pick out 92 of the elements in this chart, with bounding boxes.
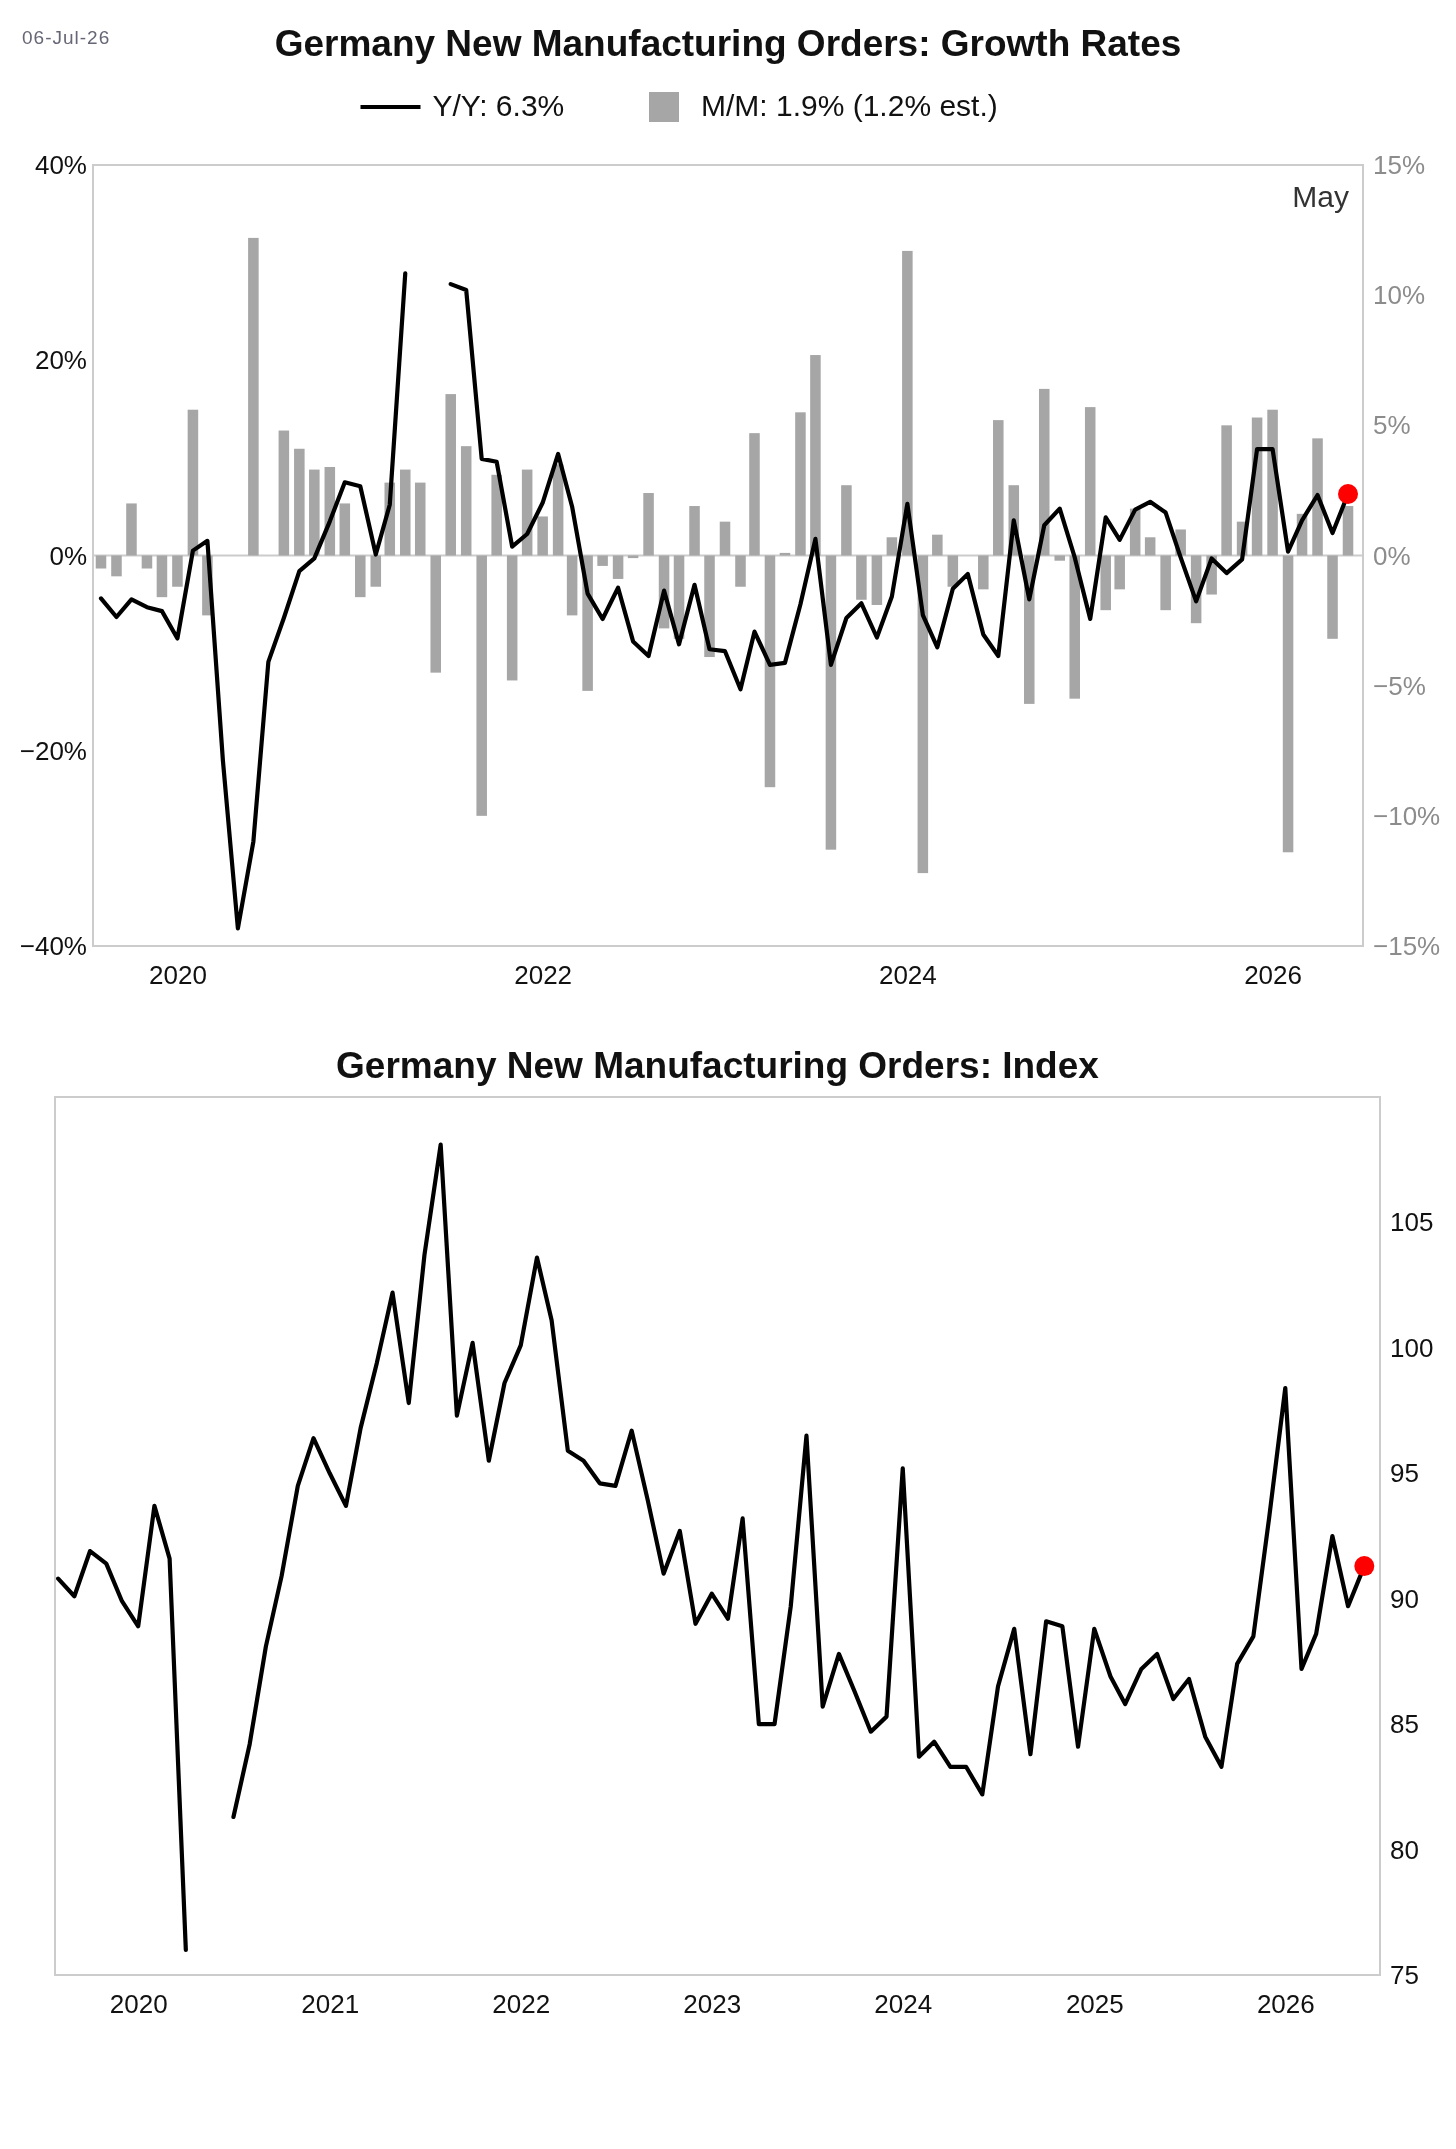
x-tick-label: 2022 [514, 960, 573, 990]
y-tick-label: 0% [49, 540, 87, 571]
x-tick-label: 2024 [874, 1989, 933, 2019]
bar [460, 446, 472, 556]
y2-tick-label: 100 [1390, 1332, 1434, 1363]
bar [886, 537, 898, 556]
bar [735, 555, 746, 587]
bar [993, 420, 1004, 556]
y-tick-label: 20% [34, 345, 87, 376]
x-tick-label: 2023 [683, 1989, 742, 2019]
legend-label: Y/Y: 6.3% [432, 89, 565, 122]
y2-tick-label: −15% [1373, 931, 1441, 961]
chart-title: Germany New Manufacturing Orders: Index [336, 1045, 1100, 1086]
x-tick-label: 2020 [149, 960, 207, 990]
bar [932, 534, 943, 556]
x-tick-label: 2025 [1065, 1989, 1124, 2019]
bar [1114, 555, 1125, 590]
y2-tick-label: 85 [1390, 1709, 1419, 1740]
x-tick-label: 2026 [1256, 1989, 1315, 2019]
y-tick-label: −40% [19, 931, 87, 961]
chart-title: Germany New Manufacturing Orders: Growth Rates [274, 23, 1182, 64]
bar [1054, 555, 1065, 561]
bar [399, 469, 411, 556]
bar [445, 394, 456, 556]
bar [810, 355, 821, 556]
bar [978, 555, 989, 590]
bar [506, 555, 518, 681]
bar [187, 409, 199, 556]
y2-tick-label: 0% [1373, 540, 1411, 571]
bar [95, 555, 107, 569]
bar [172, 555, 183, 587]
y2-tick-label: 95 [1390, 1458, 1419, 1489]
bar [1312, 438, 1323, 556]
bar [566, 555, 578, 616]
bar [476, 555, 487, 816]
x-tick-label: 2022 [492, 1989, 551, 2019]
bar [1342, 506, 1354, 556]
bar [795, 412, 806, 556]
bar [749, 433, 760, 556]
bar [248, 237, 259, 556]
y2-tick-label: 5% [1373, 410, 1411, 441]
bar [278, 430, 290, 556]
bar [537, 516, 548, 556]
y2-tick-label: 90 [1390, 1583, 1419, 1614]
bar [1282, 555, 1294, 853]
bar [355, 555, 366, 598]
bar [1160, 555, 1171, 611]
bar [871, 555, 883, 605]
bar [612, 555, 624, 579]
y-tick-label: −20% [19, 735, 87, 766]
x-tick-label: 2024 [878, 960, 937, 990]
bar [491, 474, 502, 556]
bar [111, 555, 122, 577]
bar [597, 555, 608, 566]
bar [1084, 407, 1096, 556]
x-tick-label: 2020 [109, 1989, 168, 2019]
bar [294, 448, 305, 556]
bar [764, 555, 776, 788]
bar [1038, 388, 1050, 556]
bar [1221, 425, 1232, 556]
bar [430, 555, 441, 673]
bar [414, 482, 426, 556]
bar [1144, 537, 1156, 556]
bar [156, 555, 168, 598]
y-tick-label: 40% [34, 150, 87, 180]
bar [856, 555, 867, 600]
bar [309, 469, 320, 556]
y2-tick-label: 80 [1390, 1834, 1419, 1865]
x-tick-label: 2026 [1244, 960, 1302, 990]
y2-tick-label: 105 [1390, 1207, 1434, 1238]
bar [370, 555, 382, 587]
bar [902, 250, 913, 556]
bar [1100, 555, 1111, 611]
y2-tick-label: 75 [1390, 1960, 1419, 1990]
text: 06-Jul-26 [22, 27, 111, 48]
bar [1069, 555, 1080, 699]
bar [141, 555, 153, 569]
legend-label: M/M: 1.9% (1.2% est.) [701, 89, 998, 122]
y2-tick-label: −5% [1373, 670, 1426, 701]
bar [1327, 555, 1338, 639]
bar [841, 485, 852, 556]
bar [719, 521, 731, 556]
bar [126, 503, 137, 556]
bar [643, 493, 654, 556]
y2-tick-label: −10% [1373, 800, 1441, 831]
y2-tick-label: 10% [1373, 280, 1426, 311]
y2-tick-label: 15% [1373, 150, 1426, 180]
bar [689, 506, 700, 556]
annotation: May [1292, 180, 1349, 213]
x-tick-label: 2021 [301, 1989, 360, 2019]
bar [779, 552, 791, 556]
bar [339, 503, 351, 556]
